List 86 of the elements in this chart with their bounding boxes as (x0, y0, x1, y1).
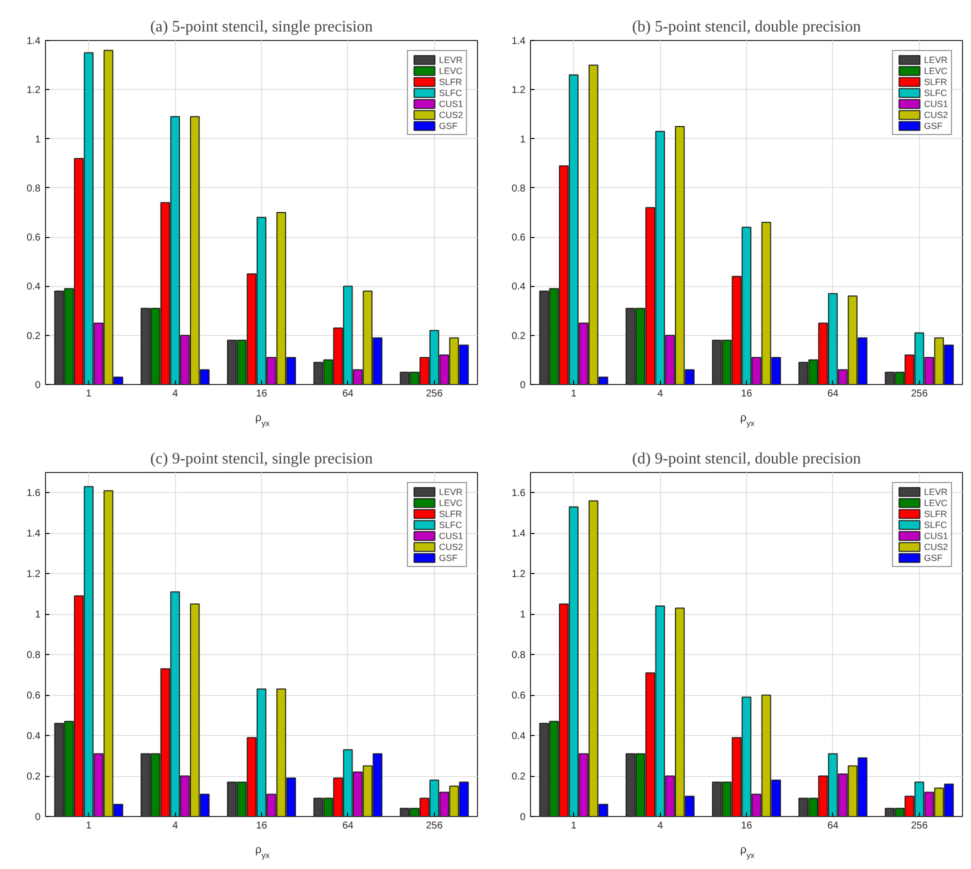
legend-label: GSF (438, 120, 458, 131)
legend-label: LEVC (924, 65, 948, 76)
legend-label: LEVR (438, 486, 462, 497)
legend-label: LEVC (438, 497, 462, 508)
y-tick-label: 1.6 (26, 488, 41, 500)
y-tick-label: 1 (520, 134, 526, 146)
x-tick-label: 1 (570, 820, 577, 832)
y-tick-label: 0 (34, 380, 41, 391)
legend-label: SLFR (438, 76, 462, 87)
legend-label: CUS1 (438, 98, 463, 109)
legend-label: LEVC (438, 65, 462, 76)
legend-label: LEVR (924, 486, 948, 497)
y-tick-label: 1.4 (512, 528, 526, 540)
x-tick-label: 256 (910, 820, 928, 832)
y-tick-label: 1.2 (26, 569, 41, 580)
y-tick-label: 1.6 (512, 488, 526, 500)
y-tick-label: 0 (520, 812, 526, 823)
y-tick-label: 0.2 (512, 330, 526, 342)
x-tick-label: 1 (570, 388, 577, 400)
y-tick-label: 0 (520, 380, 526, 391)
y-tick-label: 0.6 (512, 232, 526, 244)
y-tick-label: 1.2 (512, 85, 526, 96)
x-tick-label: 16 (256, 388, 268, 400)
y-tick-label: 0.2 (512, 772, 526, 783)
x-tick-label: 256 (426, 388, 444, 400)
x-tick-label: 1 (86, 388, 92, 400)
legend-label: CUS1 (438, 530, 463, 541)
chart-title: (c) 9-point stencil, single precision (150, 450, 373, 468)
y-tick-label: 0.2 (26, 330, 41, 342)
x-tick-label: 16 (256, 820, 268, 832)
legend-label: CUS1 (924, 530, 948, 541)
x-tick-label: 1 (86, 820, 92, 832)
y-tick-label: 0.4 (512, 282, 526, 293)
y-tick-label: 0.6 (512, 690, 526, 702)
chart-title: (a) 5-point stencil, single precision (150, 18, 373, 36)
y-tick-label: 0.4 (26, 731, 41, 742)
legend-label: CUS1 (924, 98, 948, 109)
x-tick-label: 64 (342, 388, 354, 400)
y-tick-label: 1.2 (26, 85, 41, 96)
x-tick-label: 16 (740, 388, 752, 400)
legend-label: LEVR (924, 54, 948, 65)
x-tick-label: 4 (657, 388, 664, 400)
x-tick-label: 64 (342, 820, 354, 832)
chart-title: (b) 5-point stencil, double precision (632, 18, 861, 36)
y-tick-label: 0.2 (26, 772, 41, 783)
y-tick-label: 1 (34, 134, 41, 146)
y-tick-label: 0.8 (512, 650, 526, 662)
y-tick-label: 0.4 (26, 282, 41, 293)
x-tick-label: 4 (657, 820, 664, 832)
legend-label: CUS2 (924, 109, 948, 120)
y-tick-label: 1.4 (512, 36, 526, 47)
y-tick-label: 0.8 (512, 183, 526, 194)
y-tick-label: 1 (34, 610, 41, 621)
legend-label: SLFR (924, 76, 947, 87)
y-tick-label: 0.4 (512, 731, 526, 742)
y-tick-label: 0 (34, 812, 41, 823)
y-tick-label: 0.8 (26, 183, 41, 194)
y-tick-label: 1 (520, 610, 526, 621)
legend-label: SLFC (924, 87, 947, 98)
y-tick-label: 1.4 (26, 36, 41, 47)
x-tick-label: 64 (827, 388, 839, 400)
x-tick-label: 4 (172, 388, 178, 400)
legend-label: LEVC (924, 497, 948, 508)
legend-label: GSF (924, 552, 944, 563)
y-tick-label: 1.2 (512, 569, 526, 580)
x-tick-label: 64 (827, 820, 839, 832)
y-tick-label: 0.8 (26, 650, 41, 662)
chart-title: (d) 9-point stencil, double precision (632, 450, 861, 468)
y-tick-label: 0.6 (26, 232, 41, 244)
y-tick-label: 1.4 (26, 528, 41, 540)
legend-label: SLFC (438, 87, 462, 98)
x-tick-label: 256 (426, 820, 444, 832)
x-tick-label: 4 (172, 820, 178, 832)
legend-label: SLFC (438, 519, 462, 530)
legend-label: GSF (438, 552, 458, 563)
x-tick-label: 16 (740, 820, 752, 832)
legend-label: CUS2 (924, 541, 948, 552)
legend-label: SLFR (438, 508, 462, 519)
y-tick-label: 0.6 (26, 690, 41, 702)
legend-label: CUS2 (438, 109, 463, 120)
legend-label: SLFR (924, 508, 947, 519)
legend-label: SLFC (924, 519, 947, 530)
x-tick-label: 256 (910, 388, 928, 400)
legend-label: CUS2 (438, 541, 463, 552)
legend-label: GSF (924, 120, 944, 131)
legend-label: LEVR (438, 54, 462, 65)
